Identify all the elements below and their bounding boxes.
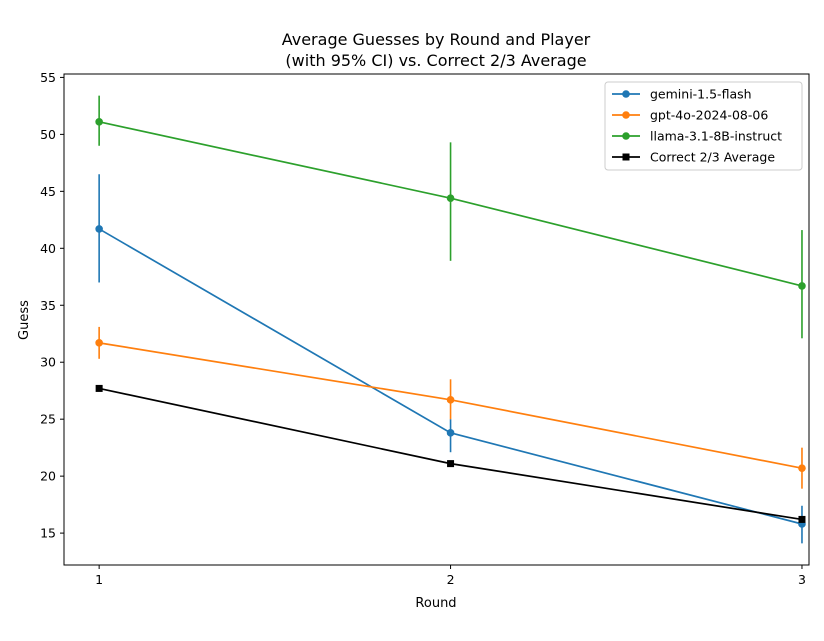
legend-box <box>604 81 803 171</box>
legend-label: gpt-4o-2024-08-06 <box>650 108 768 123</box>
y-axis-ticks: 15 20 25 30 35 40 45 50 55 <box>40 70 64 541</box>
data-point <box>447 460 455 468</box>
x-tick-label: 3 <box>798 572 806 587</box>
chart-title-line1: Average Guesses by Round and Player <box>282 30 591 49</box>
x-tick-label: 2 <box>447 572 455 587</box>
legend-marker <box>622 132 630 140</box>
data-point <box>446 194 455 202</box>
legend-label: gemini-1.5-flash <box>650 87 752 102</box>
y-tick-label: 45 <box>40 184 56 199</box>
legend-marker <box>622 153 630 161</box>
chart-title-line2: (with 95% CI) vs. Correct 2/3 Average <box>285 51 586 70</box>
y-tick-label: 15 <box>40 526 56 541</box>
data-point <box>446 396 455 404</box>
data-point <box>95 339 103 347</box>
data-point <box>798 464 806 472</box>
legend: gemini-1.5-flash gpt-4o-2024-08-06 llama-3… <box>604 81 803 171</box>
data-point <box>95 118 103 126</box>
x-axis-label: Round <box>415 596 456 611</box>
data-point <box>798 282 806 290</box>
legend-marker <box>622 111 630 119</box>
plot-area <box>95 95 806 544</box>
plot-frame <box>63 73 810 566</box>
series-1 <box>95 326 806 489</box>
legend-label: llama-3.1-8B-instruct <box>650 129 782 144</box>
x-tick-label: 1 <box>95 572 103 587</box>
data-point <box>95 225 103 233</box>
y-tick-label: 50 <box>40 127 56 142</box>
y-tick-label: 20 <box>40 469 56 484</box>
data-point <box>95 384 103 392</box>
y-tick-label: 55 <box>40 70 56 85</box>
y-tick-label: 35 <box>40 298 56 313</box>
x-axis-ticks: 1 2 3 <box>95 565 806 587</box>
data-point <box>446 429 455 437</box>
series-3 <box>95 384 806 523</box>
series-2 <box>95 95 806 339</box>
y-tick-label: 30 <box>40 355 56 370</box>
data-point <box>798 515 806 523</box>
legend-label: Correct 2/3 Average <box>650 150 775 165</box>
y-axis-label: Guess <box>17 300 32 340</box>
y-tick-label: 40 <box>40 241 56 256</box>
y-tick-label: 25 <box>40 412 56 427</box>
legend-marker <box>622 90 630 98</box>
